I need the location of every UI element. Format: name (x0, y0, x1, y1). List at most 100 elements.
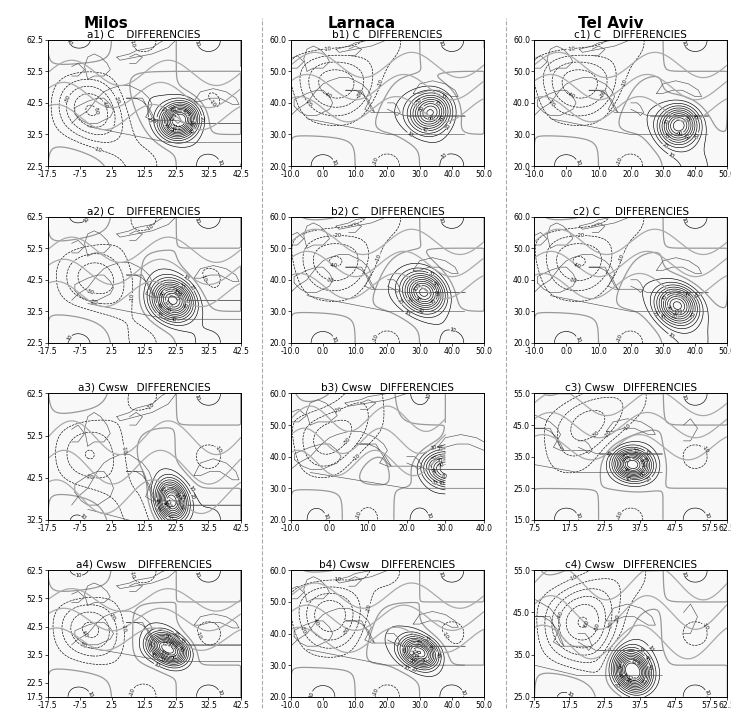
Text: 30: 30 (431, 479, 439, 487)
Text: 40: 40 (422, 127, 428, 134)
Text: 110: 110 (409, 648, 418, 658)
Text: 100: 100 (181, 108, 192, 118)
Text: 10: 10 (146, 116, 152, 123)
Title: b3) Cwsw_ DIFFERENCIES: b3) Cwsw_ DIFFERENCIES (321, 383, 454, 393)
Text: 80: 80 (418, 105, 425, 113)
Text: -40: -40 (101, 100, 109, 110)
Text: 30: 30 (427, 270, 435, 278)
Text: 60: 60 (154, 302, 162, 310)
Text: 40: 40 (149, 651, 157, 658)
Text: 30: 30 (694, 131, 701, 139)
Text: -10: -10 (146, 401, 156, 410)
Text: -20: -20 (108, 612, 117, 621)
Title: c1) C _ DIFFERENCIES: c1) C _ DIFFERENCIES (575, 29, 687, 40)
Text: -10: -10 (618, 253, 626, 263)
Text: -10: -10 (355, 510, 363, 519)
Text: 100: 100 (173, 289, 183, 298)
Text: 20: 20 (410, 666, 417, 673)
Text: -10: -10 (121, 624, 127, 632)
Text: -40: -40 (572, 262, 582, 269)
Text: 10: 10 (331, 335, 338, 343)
Text: 40: 40 (434, 651, 440, 658)
Text: 120: 120 (169, 112, 178, 123)
Text: 20: 20 (396, 298, 404, 306)
Text: -10: -10 (129, 293, 135, 301)
Text: 10: 10 (667, 332, 675, 339)
Text: 30: 30 (155, 311, 163, 319)
Text: 20: 20 (199, 116, 205, 122)
Text: 110: 110 (173, 492, 181, 503)
Text: -20: -20 (299, 626, 307, 635)
Text: 10: 10 (322, 512, 329, 520)
Text: 10: 10 (331, 158, 338, 166)
Text: 10: 10 (194, 217, 200, 224)
Text: -50: -50 (594, 622, 601, 631)
Text: 70: 70 (179, 493, 186, 500)
Text: 10: 10 (87, 690, 94, 698)
Text: -20: -20 (86, 474, 95, 480)
Text: 50: 50 (645, 664, 652, 671)
Text: 50: 50 (690, 311, 697, 318)
Title: b4) Cwsw _ DIFFERENCIES: b4) Cwsw _ DIFFERENCIES (319, 560, 455, 570)
Text: 90: 90 (159, 290, 167, 297)
Text: 110: 110 (623, 455, 633, 464)
Title: b2) C _ DIFFERENCIES: b2) C _ DIFFERENCIES (330, 206, 444, 217)
Text: 10: 10 (402, 665, 410, 672)
Text: -30: -30 (591, 430, 600, 439)
Text: 10: 10 (667, 152, 675, 160)
Text: 50: 50 (405, 297, 413, 305)
Text: 60: 60 (439, 113, 446, 121)
Text: 10: 10 (681, 217, 687, 224)
Text: 10: 10 (437, 217, 444, 224)
Text: -40: -40 (330, 264, 338, 269)
Text: -20: -20 (604, 430, 613, 439)
Text: 80: 80 (440, 473, 447, 479)
Text: 120: 120 (162, 641, 172, 648)
Text: 50: 50 (431, 455, 439, 462)
Text: 10: 10 (681, 40, 687, 47)
Text: -30: -30 (325, 277, 334, 283)
Text: 30: 30 (154, 117, 159, 123)
Text: -10: -10 (324, 45, 332, 51)
Text: -20: -20 (615, 613, 621, 622)
Text: -60: -60 (583, 619, 591, 628)
Text: 40: 40 (658, 312, 666, 320)
Text: 110: 110 (171, 125, 181, 131)
Text: 10: 10 (441, 152, 449, 160)
Text: 90: 90 (439, 462, 446, 469)
Text: 70: 70 (425, 644, 433, 652)
Text: 10: 10 (75, 573, 82, 578)
Title: a1) C _ DIFFERENCIES: a1) C _ DIFFERENCIES (87, 29, 201, 40)
Text: 60: 60 (640, 470, 648, 478)
Text: 60: 60 (408, 658, 416, 665)
Text: 10: 10 (188, 485, 196, 493)
Text: 10: 10 (66, 334, 74, 342)
Text: 60: 60 (616, 672, 623, 680)
Text: 10: 10 (403, 310, 411, 318)
Text: -20: -20 (113, 95, 121, 105)
Text: -40: -40 (556, 610, 564, 619)
Text: -10: -10 (214, 445, 223, 454)
Text: -20: -20 (304, 99, 313, 108)
Text: 60: 60 (428, 467, 436, 475)
Text: 100: 100 (159, 650, 170, 658)
Text: 100: 100 (162, 500, 170, 511)
Text: 60: 60 (682, 291, 690, 299)
Text: 50: 50 (159, 656, 167, 664)
Text: 60: 60 (191, 119, 197, 126)
Text: 30: 30 (154, 506, 162, 513)
Text: 90: 90 (677, 130, 684, 136)
Text: 30: 30 (637, 647, 645, 655)
Text: 10: 10 (437, 570, 444, 578)
Text: 90: 90 (428, 116, 435, 122)
Text: 20: 20 (444, 123, 452, 131)
Title: a2) C _ DIFFERENCIES: a2) C _ DIFFERENCIES (87, 206, 201, 217)
Text: -20: -20 (548, 99, 556, 108)
Text: 70: 70 (661, 294, 669, 302)
Text: 100: 100 (621, 672, 631, 683)
Text: 40: 40 (437, 480, 444, 487)
Text: 40: 40 (171, 317, 178, 323)
Text: 10: 10 (431, 445, 438, 451)
Text: 10: 10 (308, 690, 314, 698)
Text: Milos: Milos (83, 17, 129, 31)
